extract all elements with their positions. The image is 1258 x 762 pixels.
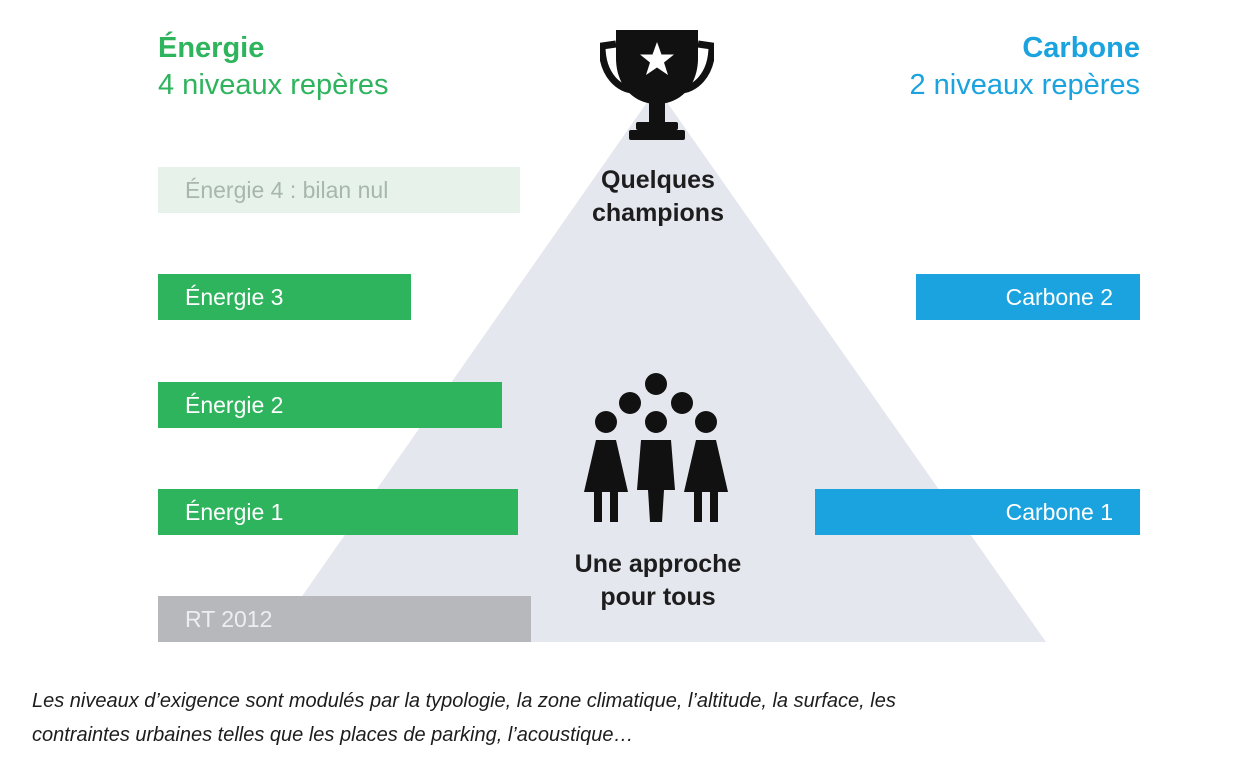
carbon-level-2-bar: Carbone 2 xyxy=(916,274,1140,320)
champions-label: Quelques champions xyxy=(558,164,758,230)
carbon-title: Carbone xyxy=(1022,32,1140,64)
energy-title: Énergie xyxy=(158,32,265,64)
approach-line-2: pour tous xyxy=(600,583,716,611)
approach-label: Une approche pour tous xyxy=(538,548,778,614)
caption-line-1: Les niveaux d’exigence sont modulés par … xyxy=(32,690,896,712)
energy-level-4-bar: Énergie 4 : bilan nul xyxy=(158,167,520,213)
approach-line-1: Une approche xyxy=(574,550,742,578)
caption: Les niveaux d’exigence sont modulés par … xyxy=(32,684,1232,752)
carbon-subtitle: 2 niveaux repères xyxy=(909,69,1140,101)
carbon-level-1-bar: Carbone 1 xyxy=(815,489,1140,535)
people-group-icon xyxy=(584,373,728,522)
energy-level-1-bar: Énergie 1 xyxy=(158,489,518,535)
champions-line-2: champions xyxy=(592,199,724,227)
energy-level-2-bar: Énergie 2 xyxy=(158,382,502,428)
energy-header: Énergie 4 niveaux repères xyxy=(158,30,389,104)
energy-level-3-bar: Énergie 3 xyxy=(158,274,411,320)
carbon-header: Carbone 2 niveaux repères xyxy=(909,30,1140,104)
champions-line-1: Quelques xyxy=(601,166,715,194)
rt2012-bar: RT 2012 xyxy=(158,596,531,642)
caption-line-2: contraintes urbaines telles que les plac… xyxy=(32,724,634,746)
trophy-icon xyxy=(600,30,714,140)
energy-subtitle: 4 niveaux repères xyxy=(158,69,389,101)
